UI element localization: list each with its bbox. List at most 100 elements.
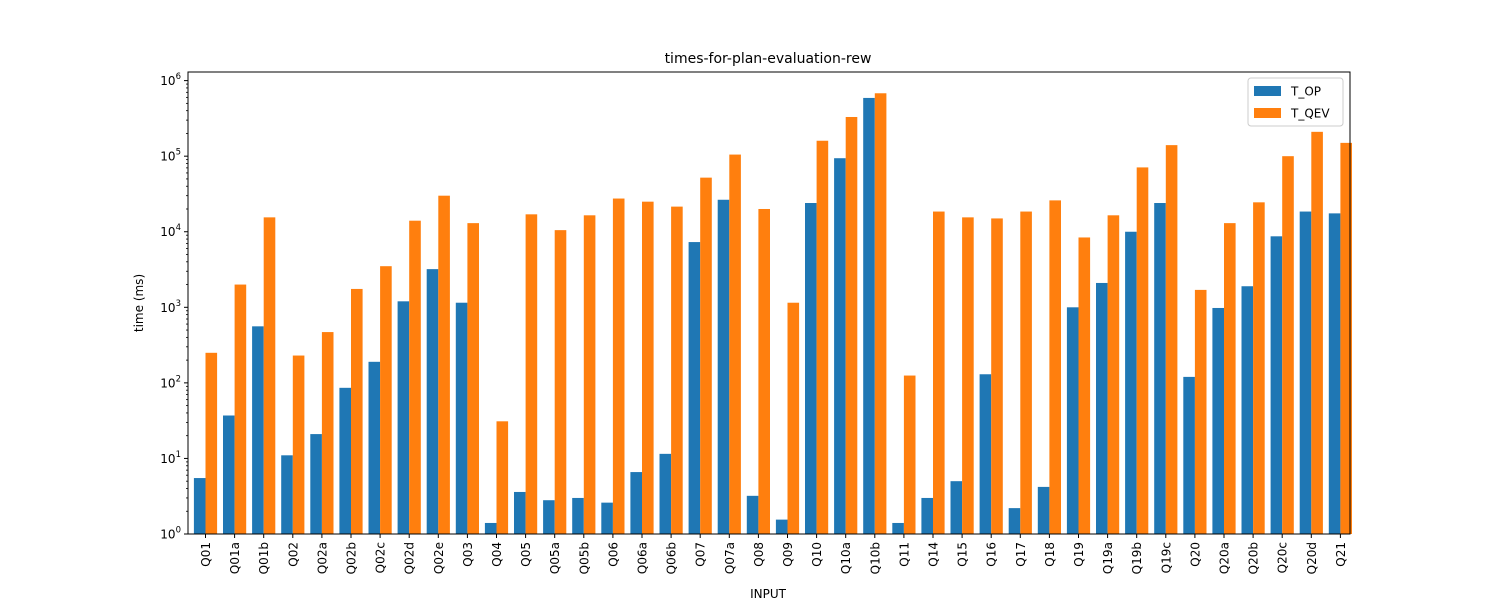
bar-t-qev-q06: [612, 198, 625, 535]
legend: T_OP T_QEV: [1247, 77, 1344, 127]
x-tick-label: Q05a: [548, 542, 562, 574]
bar-t-op-q03: [455, 302, 468, 534]
bar-t-qev-q19b: [1136, 167, 1149, 534]
x-tick-label: Q02b: [345, 542, 359, 574]
bar-t-op-q09: [775, 519, 788, 534]
bar-t-qev-q18: [1049, 200, 1061, 534]
bar-t-qev-q05b: [583, 215, 596, 534]
y-tick-label: 103: [160, 299, 181, 315]
bar-t-qev-q02e: [438, 195, 450, 534]
y-tick-label: 105: [160, 148, 181, 164]
legend-label-t-qev: T_QEV: [1290, 107, 1330, 121]
bar-t-qev-q02a: [321, 332, 334, 534]
bar-t-op-q01: [193, 478, 206, 534]
x-tick-label: Q06a: [636, 542, 650, 574]
x-tick-label: Q02: [286, 542, 300, 567]
bar-t-op-q05a: [543, 500, 555, 534]
bar-t-qev-q10b: [874, 93, 887, 535]
bar-t-op-q19c: [1154, 203, 1166, 534]
bar-t-qev-q16: [991, 218, 1003, 534]
bar-t-qev-q20b: [1253, 202, 1265, 534]
legend-swatch-t-op: [1254, 86, 1281, 96]
x-tick-label: Q06b: [665, 542, 679, 574]
bar-t-qev-q02b: [351, 288, 363, 534]
bar-t-op-q15: [950, 481, 963, 534]
bar-t-qev-q20: [1194, 289, 1207, 534]
chart-title: times-for-plan-evaluation-rew: [665, 51, 872, 67]
y-tick-label: 102: [160, 374, 181, 390]
x-tick-label: Q01b: [257, 542, 271, 574]
bar-t-qev-q01a: [234, 284, 247, 534]
bar-t-op-q20b: [1241, 286, 1254, 534]
x-tick-label: Q02c: [374, 542, 388, 573]
bar-t-qev-q19a: [1107, 215, 1120, 534]
x-tick-label: Q05b: [577, 542, 591, 574]
bar-t-qev-q05: [525, 214, 538, 534]
bar-t-op-q21: [1328, 213, 1341, 534]
bar-t-op-q10a: [834, 158, 846, 534]
x-tick-label: Q19a: [1101, 542, 1115, 574]
bar-t-qev-q02d: [409, 220, 421, 534]
bar-t-qev-q10: [816, 140, 829, 534]
x-tick-label: Q09: [781, 542, 795, 567]
bar-t-op-q18: [1037, 486, 1050, 534]
bar-t-op-q05: [514, 491, 526, 534]
bar-t-op-q17: [1008, 508, 1021, 534]
bar-t-qev-q11: [903, 375, 916, 534]
y-axis: 100 101 102 103 104 105 106: [160, 72, 188, 542]
y-axis-label: time (ms): [132, 274, 146, 332]
bar-t-qev-q21: [1340, 142, 1352, 534]
bar-t-qev-q01: [205, 352, 218, 534]
x-tick-label: Q17: [1014, 542, 1028, 567]
y-tick-label: 104: [160, 223, 181, 239]
bar-t-op-q20a: [1212, 307, 1224, 534]
bar-t-qev-q14: [933, 211, 945, 535]
y-tick-label: 101: [160, 450, 181, 466]
bar-t-qev-q06a: [642, 201, 654, 535]
y-tick-label: 100: [160, 526, 181, 542]
x-tick-label: Q06: [606, 542, 620, 567]
x-tick-label: Q15: [956, 542, 970, 567]
bar-t-op-q04: [484, 522, 497, 534]
y-tick-label: 106: [160, 72, 181, 88]
x-tick-label: Q20: [1188, 542, 1202, 567]
bar-t-qev-q20a: [1224, 223, 1236, 534]
x-tick-label: Q04: [490, 542, 504, 567]
x-tick-label: Q10: [810, 542, 824, 567]
bar-t-op-q20d: [1299, 211, 1312, 535]
legend-swatch-t-qev: [1254, 108, 1281, 118]
bar-t-qev-q19: [1078, 237, 1091, 534]
bar-t-op-q02a: [310, 434, 322, 534]
plot-frame: [187, 71, 1351, 535]
bar-t-op-q02b: [339, 387, 351, 534]
x-tick-label: Q05: [519, 542, 533, 567]
x-tick-label: Q07: [694, 542, 708, 567]
bar-t-op-q01a: [223, 415, 235, 534]
bar-t-op-q19: [1066, 307, 1079, 534]
bar-t-op-q14: [921, 497, 933, 534]
x-tick-label: Q11: [897, 542, 911, 567]
bar-t-op-q10: [805, 203, 817, 534]
x-tick-label: Q07a: [723, 542, 737, 574]
bar-t-qev-q19c: [1165, 145, 1178, 534]
bar-t-op-q19a: [1096, 282, 1108, 534]
x-tick-label: Q21: [1334, 542, 1348, 567]
x-tick-label: Q19c: [1159, 542, 1173, 573]
bar-t-qev-q17: [1020, 211, 1032, 535]
bar-t-qev-q02c: [380, 266, 392, 534]
x-tick-label: Q01: [199, 542, 213, 567]
bar-t-op-q02c: [368, 361, 381, 534]
x-tick-label: Q10a: [839, 542, 853, 574]
x-tick-label: Q03: [461, 542, 475, 567]
x-tick-label: Q20b: [1247, 542, 1261, 574]
bar-t-op-q19b: [1125, 231, 1137, 535]
bar-t-qev-q10a: [845, 116, 858, 535]
bar-t-op-q02e: [426, 269, 439, 534]
x-tick-label: Q20d: [1305, 542, 1319, 574]
bar-t-op-q06a: [630, 472, 642, 534]
x-tick-label: Q20c: [1276, 542, 1290, 573]
x-tick-label: Q01a: [228, 542, 242, 574]
x-tick-label: Q20a: [1218, 542, 1232, 574]
x-axis: Q01 Q01a Q01b Q02 Q02a Q02b Q02c Q02d Q02e Q03 Q04…: [199, 534, 1348, 574]
